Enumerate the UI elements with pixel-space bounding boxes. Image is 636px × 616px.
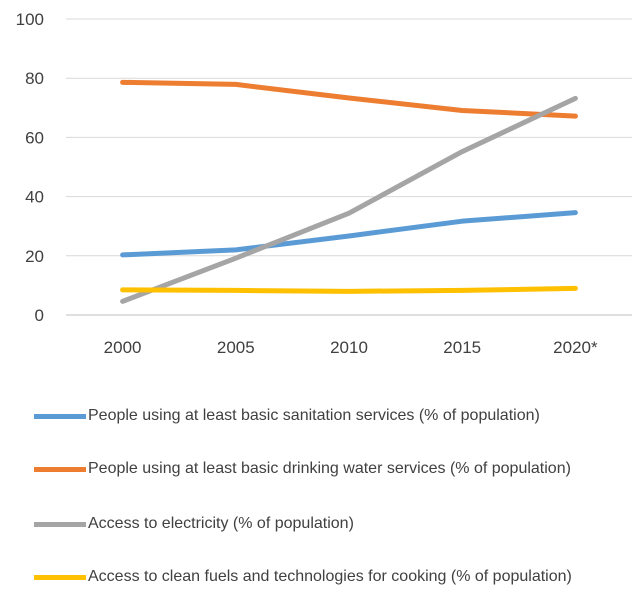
legend-swatch-sanitation xyxy=(34,414,86,419)
y-tick-label: 0 xyxy=(35,306,44,325)
series-line-1 xyxy=(120,79,578,119)
series-line-0 xyxy=(120,210,578,258)
y-tick-label: 60 xyxy=(25,128,44,147)
y-axis-ticks: 0 20 40 60 80 100 xyxy=(16,10,44,325)
legend-label-electricity: Access to electricity (% of population) xyxy=(88,515,354,532)
y-tick-label: 20 xyxy=(25,247,44,266)
legend-swatch-drinking-water xyxy=(34,467,86,472)
legend-swatch-clean-fuels xyxy=(34,575,86,580)
line-chart: 0 20 40 60 80 100 2000 2005 2010 2015 2020* xyxy=(16,10,632,357)
x-tick-label: 2015 xyxy=(443,338,481,357)
x-tick-label: 2000 xyxy=(104,338,142,357)
legend-item-clean-fuels: Access to clean fuels and technologies f… xyxy=(34,566,572,588)
legend-item-sanitation: People using at least basic sanitation s… xyxy=(34,405,540,427)
x-tick-label: 2005 xyxy=(217,338,255,357)
legend-label-sanitation: People using at least basic sanitation s… xyxy=(88,407,540,424)
y-tick-label: 40 xyxy=(25,188,44,207)
gridlines xyxy=(66,18,632,316)
x-axis-ticks: 2000 2005 2010 2015 2020* xyxy=(104,338,598,357)
legend-swatch-electricity xyxy=(34,522,86,527)
y-tick-label: 100 xyxy=(16,10,44,29)
y-tick-label: 80 xyxy=(25,69,44,88)
legend-item-drinking-water: People using at least basic drinking wat… xyxy=(34,458,571,480)
x-tick-label: 2020* xyxy=(553,338,598,357)
series-line-3 xyxy=(120,285,578,294)
legend-label-drinking-water: People using at least basic drinking wat… xyxy=(88,460,571,477)
series-line-2 xyxy=(120,95,578,304)
x-tick-label: 2010 xyxy=(330,338,368,357)
legend-item-electricity: Access to electricity (% of population) xyxy=(34,513,354,535)
legend-label-clean-fuels: Access to clean fuels and technologies f… xyxy=(88,568,572,585)
series-lines xyxy=(120,79,578,304)
